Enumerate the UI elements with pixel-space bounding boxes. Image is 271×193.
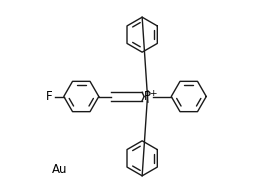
Text: +: +: [149, 89, 157, 98]
Text: Au: Au: [52, 163, 67, 176]
Text: P: P: [144, 90, 151, 103]
Text: F: F: [46, 90, 53, 103]
